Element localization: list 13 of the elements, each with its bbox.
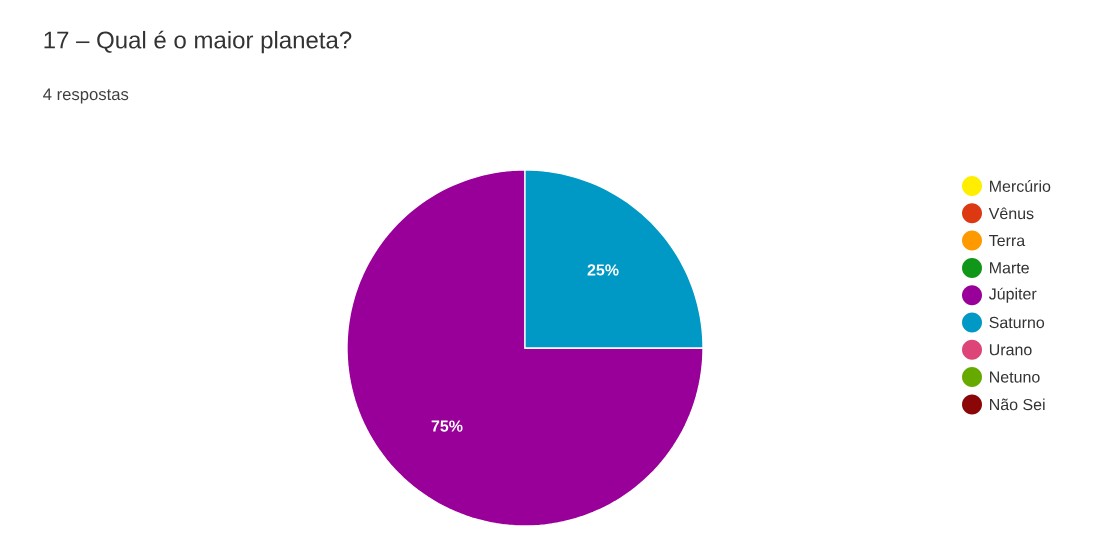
legend-label: Urano: [989, 344, 1032, 356]
legend-label: Mercúrio: [990, 180, 1051, 192]
data-label: 25%: [587, 264, 619, 276]
legend-label: Terra: [989, 235, 1026, 247]
chart-title: 17 – Qual é o maior planeta?: [44, 30, 352, 54]
legend-label: Saturno: [989, 316, 1045, 329]
legend-label: Não Sei: [990, 398, 1045, 411]
legend-label: Marte: [990, 262, 1029, 274]
legend-label: Júpiter: [988, 287, 1037, 303]
legend-label: Netuno: [990, 371, 1040, 383]
legend-label: Vênus: [988, 207, 1034, 220]
text: 4 respostas: [43, 88, 129, 104]
data-label: 75%: [431, 420, 463, 432]
